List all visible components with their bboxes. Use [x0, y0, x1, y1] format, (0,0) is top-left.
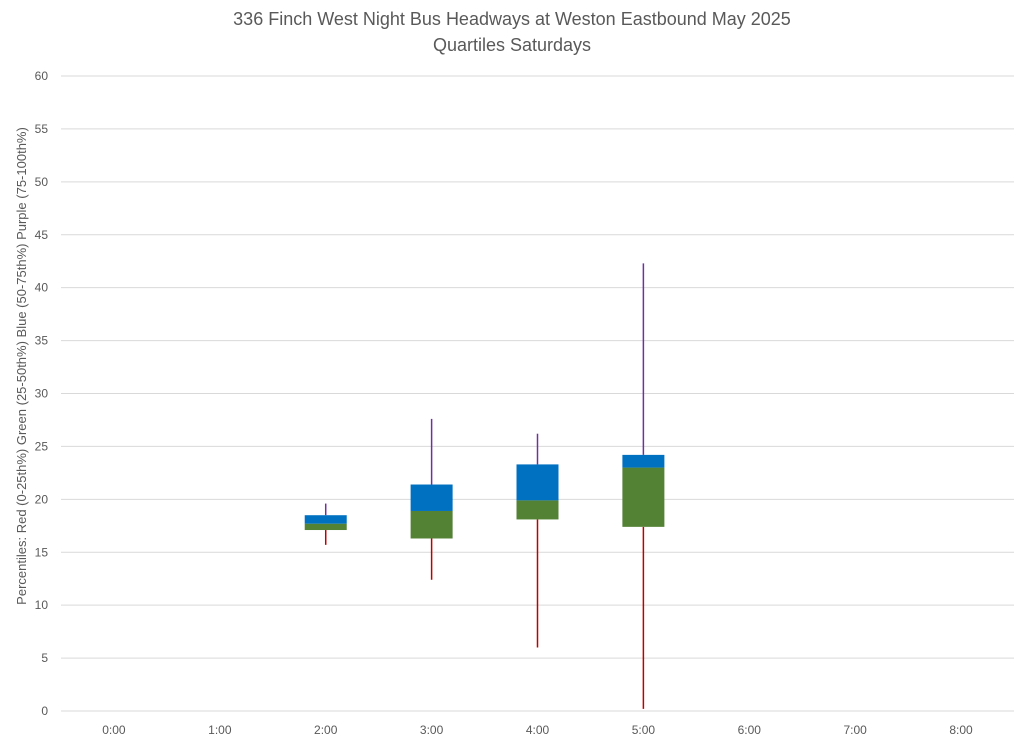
y-tick-label: 15 — [35, 545, 49, 559]
x-tick-label: 1:00 — [208, 723, 232, 737]
y-tick-label: 50 — [35, 175, 49, 189]
x-tick-label: 7:00 — [843, 723, 867, 737]
y-axis-label: Percentiles: Red (0-25th%) Green (25-50t… — [14, 127, 29, 605]
y-tick-label: 35 — [35, 334, 49, 348]
lower-box — [516, 500, 559, 520]
x-tick-label: 5:00 — [632, 723, 656, 737]
y-tick-label: 55 — [35, 122, 49, 136]
y-tick-label: 30 — [35, 387, 49, 401]
y-tick-label: 60 — [35, 69, 49, 83]
y-tick-label: 10 — [35, 598, 49, 612]
y-tick-label: 25 — [35, 439, 49, 453]
x-tick-label: 2:00 — [314, 723, 338, 737]
box-plot — [516, 433, 559, 648]
upper-box — [410, 484, 453, 511]
y-tick-label: 20 — [35, 492, 49, 506]
x-tick-label: 3:00 — [420, 723, 444, 737]
box-plot — [622, 263, 665, 709]
y-tick-label: 45 — [35, 228, 49, 242]
lower-box — [304, 523, 347, 531]
y-tick-label: 5 — [41, 651, 48, 665]
chart-subtitle: Quartiles Saturdays — [433, 35, 591, 55]
lower-box — [410, 510, 453, 539]
box-plot — [304, 503, 347, 545]
x-axis-ticks: 0:00 1:00 2:00 3:00 4:00 5:00 6:00 7:00 8:00 — [102, 723, 973, 737]
y-tick-label: 0 — [41, 704, 48, 718]
x-tick-label: 8:00 — [949, 723, 973, 737]
lower-box — [622, 467, 665, 527]
x-tick-label: 4:00 — [526, 723, 550, 737]
chart-title: 336 Finch West Night Bus Headways at Wes… — [233, 9, 791, 29]
box-plot — [410, 418, 453, 580]
x-tick-label: 0:00 — [102, 723, 126, 737]
upper-box — [516, 464, 559, 501]
upper-box — [622, 454, 665, 468]
x-tick-label: 6:00 — [738, 723, 762, 737]
y-axis-ticks: 0 5 10 15 20 25 30 35 40 45 50 55 60 — [35, 69, 49, 718]
box-plots — [304, 263, 665, 709]
y-tick-label: 40 — [35, 281, 49, 295]
upper-box — [304, 515, 347, 524]
